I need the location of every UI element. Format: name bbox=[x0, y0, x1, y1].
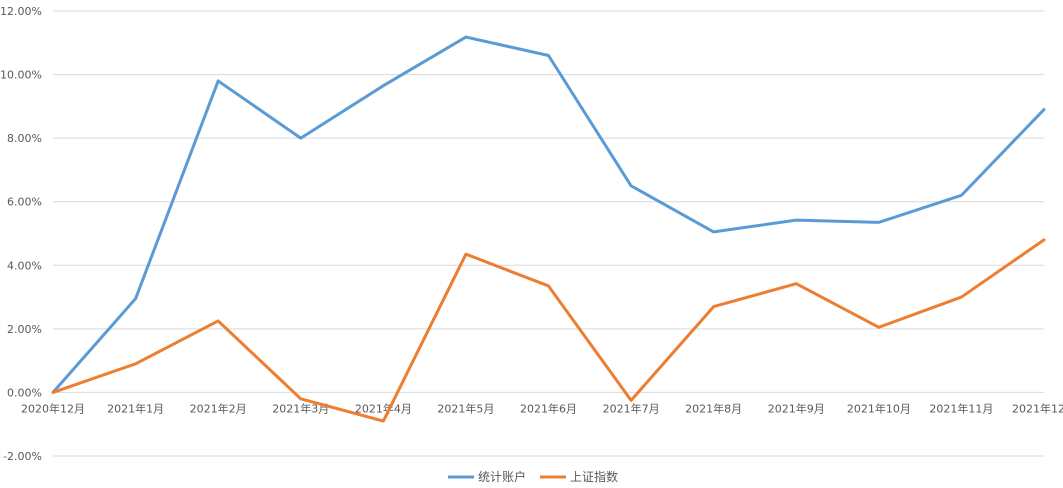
x-axis-ticks: 2020年12月 2021年1月 2021年2月 2021年3月 2021年4月 2021… bbox=[21, 401, 1063, 415]
x-tick-label: 2021年11月 bbox=[929, 401, 993, 415]
y-tick-label: 4.00% bbox=[7, 259, 42, 272]
y-axis-ticks: -2.00% 0.00% 2.00% 4.00% 6.00% 8.00% 10.00% 12.… bbox=[0, 5, 42, 463]
x-tick-label: 2021年7月 bbox=[603, 401, 660, 415]
x-tick-label: 2021年12月 bbox=[1012, 401, 1063, 415]
legend: 统计账户 上证指数 bbox=[448, 469, 618, 484]
x-tick-label: 2021年4月 bbox=[355, 401, 412, 415]
y-tick-label: 8.00% bbox=[7, 132, 42, 145]
y-tick-label: 0.00% bbox=[7, 386, 42, 399]
x-tick-label: 2021年8月 bbox=[685, 401, 742, 415]
x-tick-label: 2020年12月 bbox=[21, 401, 85, 415]
series-line bbox=[51, 238, 1046, 423]
x-tick-label: 2021年1月 bbox=[107, 401, 164, 415]
x-tick-label: 2021年5月 bbox=[437, 401, 494, 415]
x-tick-label: 2021年3月 bbox=[272, 401, 329, 415]
x-tick-label: 2021年2月 bbox=[190, 401, 247, 415]
legend-label: 统计账户 bbox=[478, 469, 526, 484]
y-tick-label: 10.00% bbox=[0, 69, 42, 82]
y-tick-label: 2.00% bbox=[7, 323, 42, 336]
gridlines bbox=[53, 10, 1044, 457]
x-tick-label: 2021年6月 bbox=[520, 401, 577, 415]
y-tick-label: 12.00% bbox=[0, 5, 42, 18]
series-line bbox=[51, 35, 1046, 394]
series-lines bbox=[51, 35, 1046, 423]
legend-label: 上证指数 bbox=[570, 469, 618, 484]
x-tick-label: 2021年9月 bbox=[768, 401, 825, 415]
y-tick-label: 6.00% bbox=[7, 196, 42, 209]
y-tick-label: -2.00% bbox=[3, 450, 42, 463]
x-tick-label: 2021年10月 bbox=[847, 401, 911, 415]
